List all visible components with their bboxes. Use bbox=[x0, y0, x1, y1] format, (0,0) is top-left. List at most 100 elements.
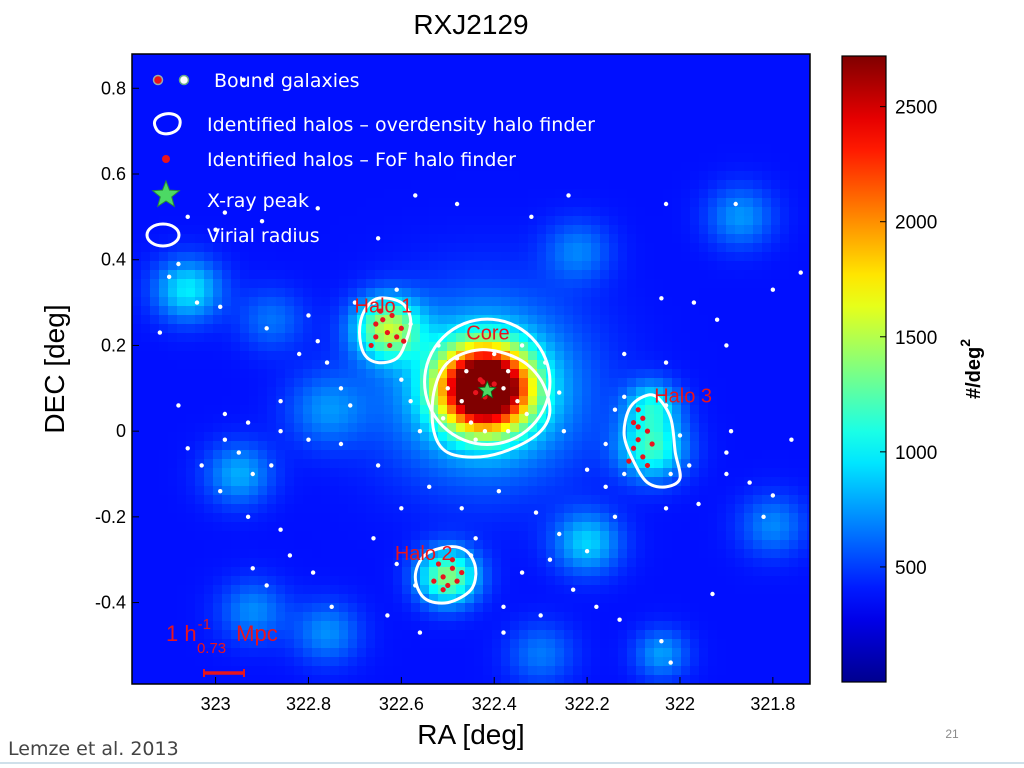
heatmap-cell bbox=[375, 126, 385, 136]
heatmap-cell bbox=[645, 621, 655, 631]
heatmap-cell bbox=[375, 90, 385, 100]
heatmap-cell bbox=[465, 450, 475, 460]
heatmap-cell bbox=[798, 90, 808, 100]
heatmap-cell bbox=[258, 432, 268, 442]
heatmap-cell bbox=[447, 270, 457, 280]
heatmap-cell bbox=[798, 306, 808, 316]
heatmap-cell bbox=[492, 585, 502, 595]
heatmap-cell bbox=[510, 540, 520, 550]
heatmap-cell bbox=[735, 387, 745, 397]
heatmap-cell bbox=[762, 468, 772, 478]
heatmap-cell bbox=[564, 297, 574, 307]
heatmap-cell bbox=[213, 81, 223, 91]
heatmap-cell bbox=[438, 63, 448, 73]
heatmap-cell bbox=[276, 198, 286, 208]
heatmap-cell bbox=[510, 369, 520, 379]
heatmap-cell bbox=[519, 459, 529, 469]
heatmap-cell bbox=[663, 423, 673, 433]
heatmap-cell bbox=[159, 378, 169, 388]
heatmap-cell bbox=[447, 108, 457, 118]
heatmap-cell bbox=[339, 387, 349, 397]
heatmap-cell bbox=[789, 108, 799, 118]
heatmap-cell bbox=[348, 360, 358, 370]
heatmap-cell bbox=[564, 234, 574, 244]
heatmap-cell bbox=[249, 108, 259, 118]
heatmap-cell bbox=[474, 216, 484, 226]
heatmap-cell bbox=[591, 135, 601, 145]
heatmap-cell bbox=[240, 513, 250, 523]
heatmap-cell bbox=[519, 333, 529, 343]
heatmap-cell bbox=[438, 108, 448, 118]
heatmap-cell bbox=[384, 378, 394, 388]
heatmap-cell bbox=[654, 279, 664, 289]
heatmap-cell bbox=[375, 477, 385, 487]
heatmap-cell bbox=[447, 441, 457, 451]
heatmap-cell bbox=[582, 216, 592, 226]
heatmap-cell bbox=[753, 558, 763, 568]
heatmap-cell bbox=[645, 441, 655, 451]
heatmap-cell bbox=[177, 144, 187, 154]
heatmap-cell bbox=[456, 117, 466, 127]
heatmap-cell bbox=[807, 621, 810, 631]
heatmap-cell bbox=[240, 594, 250, 604]
heatmap-cell bbox=[177, 297, 187, 307]
heatmap-cell bbox=[384, 450, 394, 460]
heatmap-cell bbox=[213, 621, 223, 631]
heatmap-cell bbox=[645, 540, 655, 550]
heatmap-cell bbox=[573, 261, 583, 271]
heatmap-cell bbox=[627, 603, 637, 613]
heatmap-cell bbox=[222, 522, 232, 532]
heatmap-cell bbox=[663, 495, 673, 505]
heatmap-cell bbox=[402, 630, 412, 640]
heatmap-cell bbox=[330, 108, 340, 118]
heatmap-cell bbox=[717, 522, 727, 532]
heatmap-cell bbox=[267, 576, 277, 586]
heatmap-cell bbox=[798, 630, 808, 640]
heatmap-cell bbox=[789, 216, 799, 226]
heatmap-cell bbox=[798, 162, 808, 172]
heatmap-cell bbox=[294, 216, 304, 226]
heatmap-cell bbox=[627, 180, 637, 190]
heatmap-cell bbox=[357, 387, 367, 397]
heatmap-cell bbox=[150, 378, 160, 388]
heatmap-cell bbox=[609, 531, 619, 541]
heatmap-cell bbox=[222, 153, 232, 163]
heatmap-cell bbox=[771, 603, 781, 613]
heatmap-cell bbox=[213, 288, 223, 298]
heatmap-cell bbox=[627, 252, 637, 262]
heatmap-cell bbox=[798, 288, 808, 298]
heatmap-cell bbox=[195, 621, 205, 631]
heatmap-cell bbox=[510, 423, 520, 433]
heatmap-cell bbox=[564, 630, 574, 640]
heatmap-cell bbox=[510, 342, 520, 352]
heatmap-cell bbox=[159, 99, 169, 109]
heatmap-cell bbox=[150, 531, 160, 541]
heatmap-cell bbox=[456, 360, 466, 370]
heatmap-cell bbox=[330, 171, 340, 181]
heatmap-cell bbox=[591, 441, 601, 451]
heatmap-cell bbox=[204, 342, 214, 352]
heatmap-cell bbox=[249, 171, 259, 181]
heatmap-cell bbox=[618, 243, 628, 253]
heatmap-cell bbox=[456, 279, 466, 289]
heatmap-cell bbox=[285, 288, 295, 298]
heatmap-cell bbox=[483, 351, 493, 361]
heatmap-cell bbox=[276, 297, 286, 307]
heatmap-cell bbox=[798, 522, 808, 532]
heatmap-cell bbox=[789, 180, 799, 190]
heatmap-cell bbox=[528, 162, 538, 172]
heatmap-cell bbox=[780, 207, 790, 217]
heatmap-cell bbox=[555, 378, 565, 388]
heatmap-cell bbox=[609, 639, 619, 649]
heatmap-cell bbox=[348, 99, 358, 109]
heatmap-cell bbox=[546, 477, 556, 487]
heatmap-cell bbox=[537, 531, 547, 541]
heatmap-cell bbox=[339, 81, 349, 91]
heatmap-cell bbox=[204, 252, 214, 262]
heatmap-cell bbox=[231, 252, 241, 262]
heatmap-cell bbox=[645, 369, 655, 379]
heatmap-cell bbox=[474, 558, 484, 568]
heatmap-cell bbox=[681, 135, 691, 145]
heatmap-cell bbox=[393, 306, 403, 316]
heatmap-cell bbox=[681, 81, 691, 91]
